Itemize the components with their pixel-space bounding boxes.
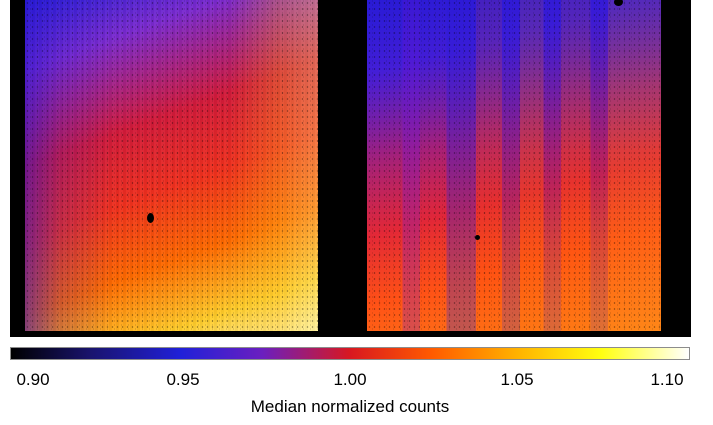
colorbar-tick-label: 0.90 bbox=[16, 370, 49, 390]
right-detector-panel bbox=[367, 0, 661, 334]
colorbar-tick-label: 1.05 bbox=[500, 370, 533, 390]
colorbar-tick-label: 1.00 bbox=[333, 370, 366, 390]
dark-spot bbox=[475, 235, 480, 240]
detector-image-frame bbox=[10, 0, 691, 337]
colorbar-tick-label: 1.10 bbox=[650, 370, 683, 390]
colorbar-tick-label: 0.95 bbox=[166, 370, 199, 390]
left-detector-panel bbox=[25, 0, 318, 334]
dark-spot bbox=[147, 213, 154, 223]
colorbar-label: Median normalized counts bbox=[251, 397, 449, 417]
colorbar bbox=[10, 347, 690, 360]
